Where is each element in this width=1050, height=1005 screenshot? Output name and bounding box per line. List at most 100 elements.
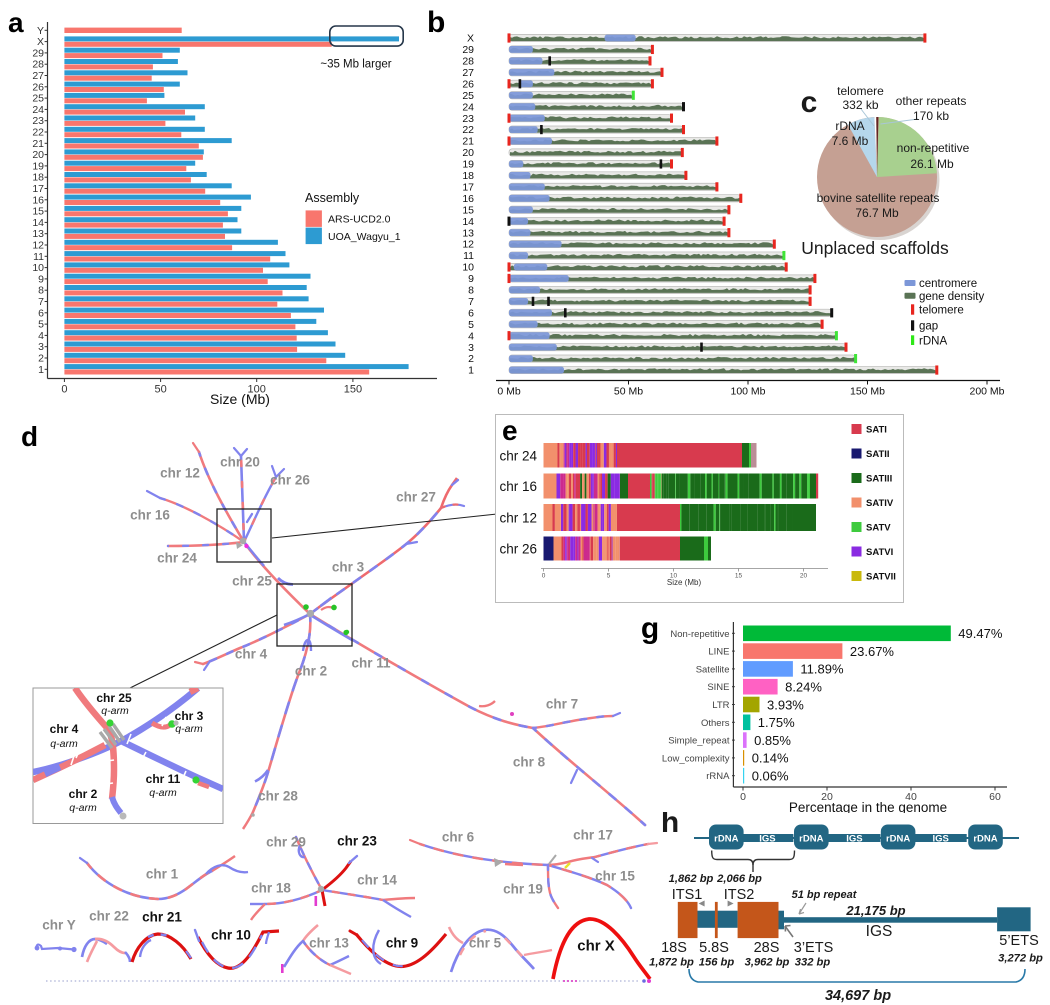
svg-text:20: 20 (821, 791, 833, 803)
svg-text:27: 27 (462, 67, 474, 79)
svg-text:0.85%: 0.85% (754, 733, 791, 748)
svg-text:6: 6 (38, 307, 44, 319)
svg-text:29: 29 (462, 44, 474, 56)
svg-text:chr 11: chr 11 (146, 772, 181, 786)
svg-text:SATVII: SATVII (866, 572, 896, 583)
svg-text:Percentage in the genome: Percentage in the genome (789, 800, 947, 813)
svg-text:Satellite: Satellite (696, 664, 730, 675)
svg-text:26: 26 (462, 78, 474, 90)
svg-text:chr 24: chr 24 (499, 448, 537, 463)
svg-text:chr 8: chr 8 (513, 755, 546, 770)
svg-text:IGS: IGS (866, 923, 893, 940)
svg-text:chr 20: chr 20 (220, 455, 260, 470)
svg-text:17: 17 (462, 181, 474, 193)
svg-text:q-arm: q-arm (69, 802, 97, 814)
svg-text:SATV: SATV (866, 523, 891, 534)
svg-text:chr 2: chr 2 (69, 787, 98, 801)
svg-text:rDNA: rDNA (835, 119, 864, 133)
svg-text:q-arm: q-arm (175, 723, 203, 735)
svg-text:22: 22 (462, 124, 474, 136)
svg-text:chr 3: chr 3 (175, 709, 204, 723)
svg-text:chr 23: chr 23 (337, 834, 377, 849)
svg-text:18S: 18S (661, 940, 687, 956)
svg-text:chr 1: chr 1 (146, 867, 179, 882)
svg-text:19: 19 (462, 159, 474, 171)
svg-text:10: 10 (462, 262, 474, 274)
svg-text:20: 20 (32, 149, 44, 161)
svg-text:10: 10 (670, 573, 678, 580)
svg-text:chr 27: chr 27 (396, 490, 436, 505)
svg-text:8: 8 (468, 285, 474, 297)
svg-text:15: 15 (32, 206, 44, 218)
svg-text:chr 6: chr 6 (442, 830, 475, 845)
svg-text:25: 25 (462, 90, 474, 102)
svg-text:12: 12 (462, 239, 474, 251)
svg-text:q-arm: q-arm (101, 705, 129, 717)
svg-text:5: 5 (38, 319, 44, 331)
svg-text:chr 4: chr 4 (50, 722, 79, 736)
svg-text:15: 15 (462, 204, 474, 216)
svg-text:21: 21 (462, 136, 474, 148)
svg-text:Unplaced scaffolds: Unplaced scaffolds (801, 238, 949, 258)
svg-text:11: 11 (33, 251, 44, 263)
svg-text:20: 20 (462, 147, 474, 159)
svg-text:chr 18: chr 18 (251, 881, 291, 896)
svg-text:UOA_Wagyu_1: UOA_Wagyu_1 (328, 231, 401, 243)
svg-text:chr 10: chr 10 (211, 928, 251, 943)
svg-text:chr 7: chr 7 (546, 697, 578, 712)
svg-text:0.14%: 0.14% (752, 751, 789, 766)
svg-text:5’ETS: 5’ETS (999, 933, 1039, 949)
svg-text:chr 13: chr 13 (309, 936, 349, 951)
svg-text:23: 23 (32, 115, 44, 127)
svg-text:34,697 bp: 34,697 bp (825, 988, 891, 1004)
svg-text:8: 8 (38, 285, 44, 297)
svg-text:chr 12: chr 12 (499, 511, 537, 526)
svg-text:76.7 Mb: 76.7 Mb (855, 206, 899, 220)
svg-text:Y: Y (37, 25, 44, 37)
svg-text:chr 3: chr 3 (332, 560, 365, 575)
svg-text:51 bp repeat: 51 bp repeat (792, 889, 858, 901)
svg-text:chr 16: chr 16 (130, 508, 170, 523)
svg-text:e: e (502, 415, 518, 446)
svg-text:10: 10 (32, 262, 44, 274)
svg-text:1,872 bp: 1,872 bp (649, 957, 694, 969)
svg-text:gene density: gene density (919, 291, 984, 303)
svg-text:100: 100 (248, 384, 266, 396)
svg-text:13: 13 (32, 228, 44, 240)
svg-text:Non-repetitive: Non-repetitive (670, 629, 729, 640)
svg-text:chr 9: chr 9 (386, 936, 418, 951)
svg-text:50: 50 (154, 384, 166, 396)
svg-text:5: 5 (468, 319, 474, 331)
svg-text:28: 28 (462, 56, 474, 68)
svg-text:18: 18 (32, 172, 44, 184)
svg-text:chr 16: chr 16 (499, 479, 537, 494)
svg-text:chr X: chr X (577, 938, 615, 955)
svg-text:1,862 bp: 1,862 bp (669, 873, 714, 885)
svg-text:LTR: LTR (712, 700, 729, 711)
svg-text:chr 17: chr 17 (573, 828, 613, 843)
svg-text:8.24%: 8.24% (785, 680, 822, 695)
svg-text:332 bp: 332 bp (795, 957, 831, 969)
svg-text:non-repetitive: non-repetitive (897, 141, 970, 155)
svg-text:9: 9 (468, 273, 474, 285)
svg-text:3: 3 (468, 342, 474, 354)
svg-text:0: 0 (740, 791, 746, 803)
svg-text:other repeats: other repeats (896, 94, 967, 108)
svg-text:LINE: LINE (708, 647, 729, 658)
svg-text:2: 2 (38, 353, 44, 365)
svg-text:X: X (37, 36, 44, 48)
svg-text:chr 26: chr 26 (499, 542, 537, 557)
svg-text:X: X (467, 33, 474, 45)
svg-text:h: h (661, 812, 679, 839)
svg-text:6: 6 (468, 307, 474, 319)
svg-text:c: c (801, 86, 818, 119)
svg-text:rRNA: rRNA (706, 771, 730, 782)
svg-text:SATII: SATII (866, 449, 890, 460)
svg-text:150: 150 (344, 384, 362, 396)
svg-text:1.75%: 1.75% (758, 715, 795, 730)
svg-text:g: g (641, 612, 659, 645)
svg-text:1: 1 (38, 364, 44, 376)
svg-text:3’ETS: 3’ETS (794, 940, 834, 956)
svg-text:7.6 Mb: 7.6 Mb (832, 134, 869, 148)
svg-text:chr 26: chr 26 (270, 473, 310, 488)
